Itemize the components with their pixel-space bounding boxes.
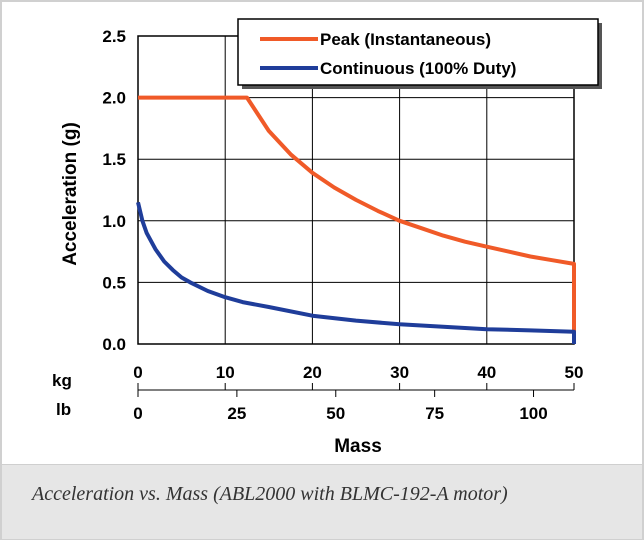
kg-tick-label: 30	[390, 363, 409, 382]
lb-tick-label: 100	[519, 404, 547, 423]
y-tick-label: 2.0	[102, 89, 126, 108]
lb-tick-label: 50	[326, 404, 345, 423]
caption-bar: Acceleration vs. Mass (ABL2000 with BLMC…	[2, 464, 642, 539]
kg-tick-label: 20	[303, 363, 322, 382]
lb-axis-label: lb	[56, 400, 71, 419]
figure-caption: Acceleration vs. Mass (ABL2000 with BLMC…	[32, 483, 508, 505]
legend-label: Continuous (100% Duty)	[320, 59, 516, 78]
kg-tick-label: 0	[133, 363, 142, 382]
kg-axis-label: kg	[52, 371, 72, 390]
series-line-peak	[138, 95, 576, 344]
x-axis-title: Mass	[334, 436, 382, 457]
kg-tick-label: 40	[477, 363, 496, 382]
y-tick-label: 1.5	[102, 150, 126, 169]
acceleration-mass-chart: 0.0 0.5 1.0 1.5 2.0 2.5 Peak (Instantaneous) C…	[52, 18, 602, 457]
y-tick-label: 0.0	[102, 335, 126, 354]
legend-box	[237, 18, 599, 86]
lb-tick-label: 25	[227, 404, 246, 423]
y-axis-title: Acceleration (g)	[60, 122, 81, 266]
y-tick-label: 0.5	[102, 273, 126, 292]
kg-tick-label: 10	[216, 363, 235, 382]
lb-tick-label: 0	[133, 404, 142, 423]
series-line-continuous	[136, 201, 576, 344]
lb-tick-label: 75	[425, 404, 444, 423]
legend-label: Peak (Instantaneous)	[320, 30, 491, 49]
kg-tick-label: 50	[565, 363, 584, 382]
y-tick-label: 2.5	[102, 27, 126, 46]
y-tick-label: 1.0	[102, 212, 126, 231]
